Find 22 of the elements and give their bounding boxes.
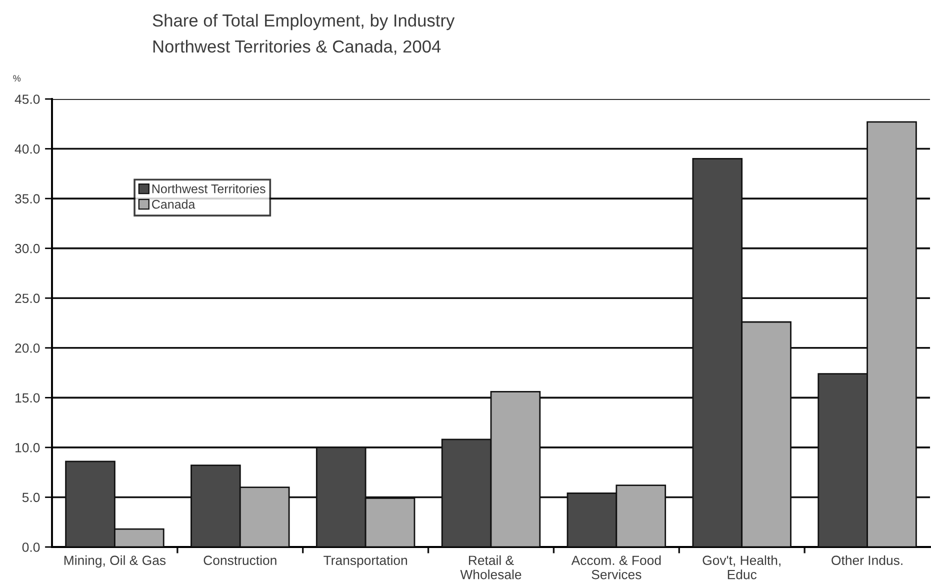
y-tick-label: 0.0 bbox=[22, 542, 40, 552]
x-tick-label: Transportation bbox=[324, 555, 408, 568]
chart-subtitle: Northwest Territories & Canada, 2004 bbox=[153, 40, 441, 55]
x-tick-label: Accom. & Food Services bbox=[571, 555, 661, 580]
y-tick-label: 5.0 bbox=[22, 492, 40, 502]
chart-title: Share of Total Employment, by Industry bbox=[152, 14, 455, 30]
x-tick-label: Other Indus. bbox=[832, 555, 902, 566]
y-tick-label: 30.0 bbox=[15, 244, 40, 254]
x-tick-label: Construction bbox=[204, 555, 276, 566]
x-tick-label: Mining, Oil & Gas bbox=[64, 555, 166, 568]
y-tick-label: 45.0 bbox=[14, 94, 40, 104]
y-tick-label: 10.0 bbox=[16, 443, 40, 452]
x-tick-label: Gov't, Health, Educ bbox=[702, 555, 780, 580]
y-axis-title: % bbox=[13, 75, 21, 82]
y-tick-label: 35.0 bbox=[15, 194, 40, 204]
y-tick-label: 25.0 bbox=[15, 294, 40, 304]
y-tick-label: 15.0 bbox=[16, 393, 40, 403]
legend-label: Canada bbox=[152, 200, 196, 209]
legend-label: Northwest Territories bbox=[152, 184, 266, 194]
y-tick-label: 20.0 bbox=[15, 343, 40, 353]
y-tick-label: 40.0 bbox=[14, 144, 40, 154]
x-tick-label: Retail & Wholesale bbox=[460, 555, 522, 580]
